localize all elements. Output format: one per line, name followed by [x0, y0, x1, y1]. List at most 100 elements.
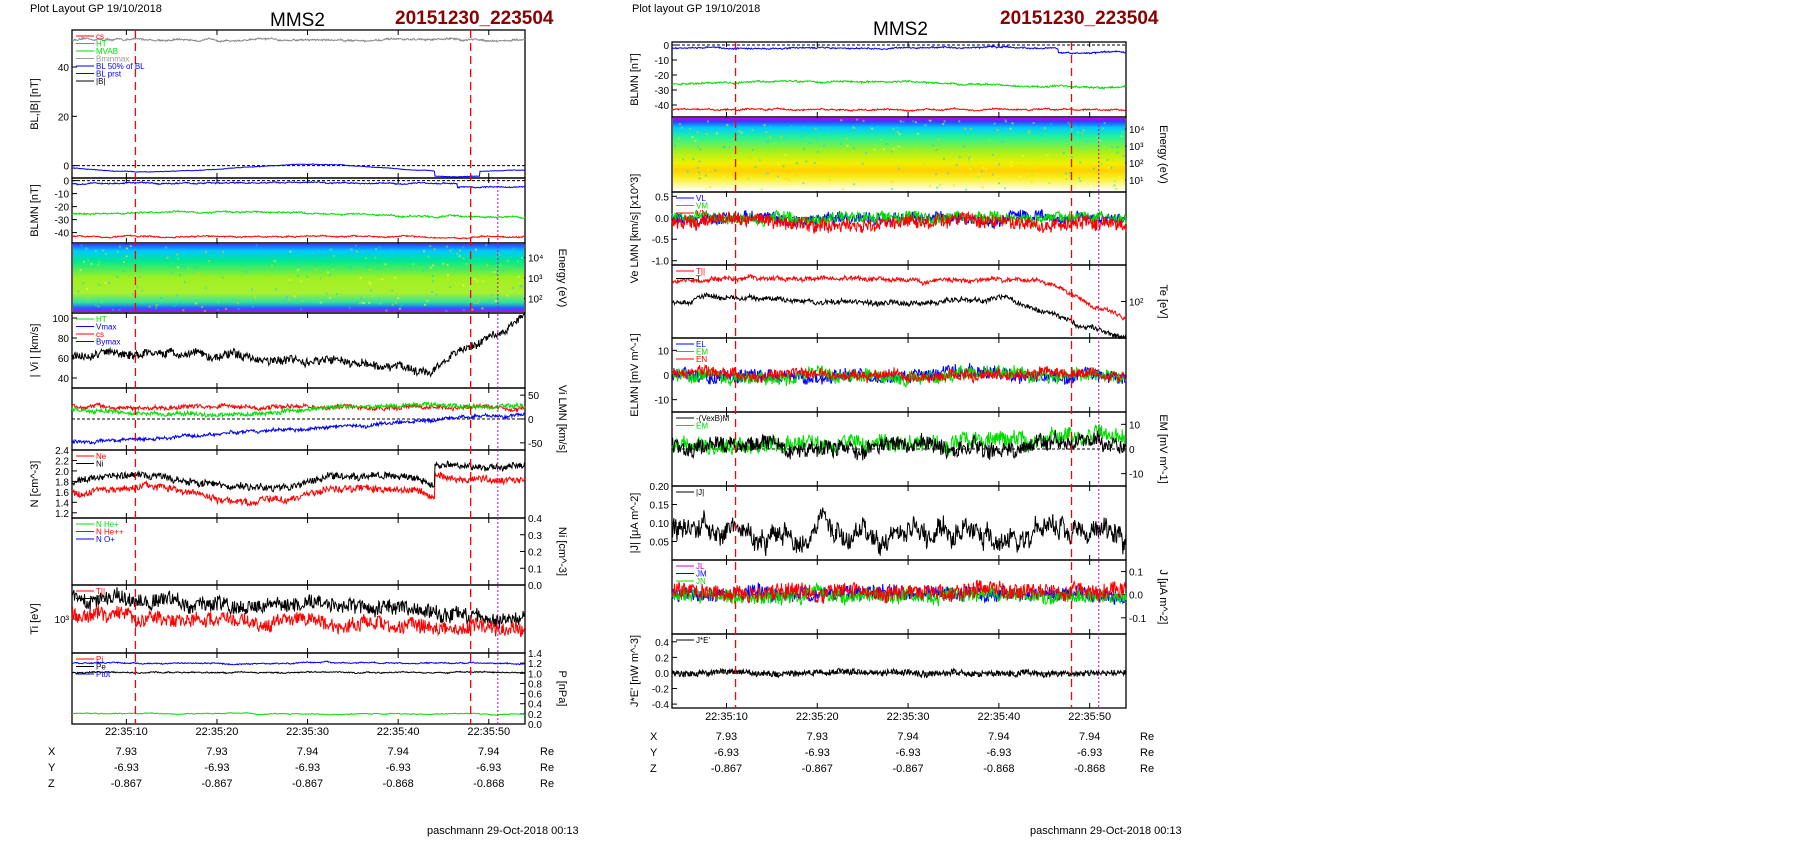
left-subplot-L9-ytick: 0.2 — [528, 710, 542, 721]
left-subplot-L4-ytick: 100 — [52, 314, 69, 325]
left-subplot-L6-ytick: 1.6 — [55, 488, 69, 499]
left-ephemeris-value: 7.94 — [387, 746, 408, 758]
left-subplot-L4-legend-entry: Vmax — [96, 323, 116, 332]
left-subplot-L8-ylabel: Ti [eV] — [29, 603, 41, 634]
left-subplot-L8-ytick: 10³ — [55, 615, 70, 626]
left-subplot-L9-ytick: 0.6 — [528, 690, 542, 701]
right-subplot-R9-ytick: -0.4 — [652, 700, 670, 711]
right-subplot-R8-series-JM — [671, 582, 1127, 607]
right-ephemeris-label: X — [650, 731, 658, 743]
left-footer-credit: paschmann 29-Oct-2018 00:13 — [427, 825, 579, 837]
right-subplot-R8-legend-entry: JN — [696, 577, 706, 586]
right-ephemeris-unit: Re — [1140, 747, 1154, 759]
right-subplot-R8-legend-entry: JL — [696, 562, 705, 571]
right-plot-layout-label: Plot layout GP 19/10/2018 — [632, 3, 761, 15]
left-subplot-L6-ytick: 2.4 — [55, 446, 69, 457]
left-subplot-L7-ytick: 0.0 — [528, 581, 542, 592]
right-subplot-R6-ytick: -10 — [1129, 470, 1144, 481]
right-spacecraft-title: MMS2 — [873, 19, 928, 40]
left-subplot-L4-ytick: 60 — [58, 354, 70, 365]
right-subplot-R3-legend-entry: VL — [696, 194, 706, 203]
right-subplot-R2-ytick: 10³ — [1129, 142, 1144, 153]
left-ephemeris-value: -0.868 — [473, 778, 504, 790]
right-subplot-R7-ytick: 0.10 — [650, 519, 670, 530]
right-subplot-R7-legend-entry: |J| — [696, 488, 704, 497]
left-subplot-L2-ylabel: BLMN [nT] — [29, 184, 41, 237]
right-subplot-R5-ytick: 0 — [663, 371, 669, 382]
left-subplot-L6-ytick: 1.8 — [55, 477, 69, 488]
left-subplot-L1-frame — [71, 29, 526, 179]
right-ephemeris-label: Y — [650, 747, 658, 759]
left-subplot-L3-ylabel: Energy (eV) — [556, 249, 568, 308]
right-footer-credit: paschmann 29-Oct-2018 00:13 — [1030, 825, 1182, 837]
left-subplot-L4-ytick: 80 — [58, 334, 70, 345]
left-subplot-L6-series-Ni — [71, 460, 526, 493]
right-subplot-R4-series-T — [671, 291, 1127, 340]
right-subplot-R1-frame — [671, 41, 1127, 118]
right-subplot-R8-series-JN — [671, 579, 1127, 604]
right-ephemeris-unit: Re — [1140, 763, 1154, 775]
left-ephemeris-value: -6.93 — [295, 762, 320, 774]
left-subplot-L3-ytick: 10⁴ — [528, 253, 543, 264]
left-subplot-L7-ytick: 0.1 — [528, 564, 542, 575]
right-subplot-R7-ylabel: |J| [μA m^-2] — [629, 493, 641, 554]
right-subplot-R1-ytick: -40 — [655, 101, 670, 112]
left-subplot-L1-ytick: 0 — [63, 162, 69, 173]
right-subplot-R9-ytick: 0.2 — [655, 653, 669, 664]
right-ephemeris-value: -6.93 — [1077, 747, 1102, 759]
right-ephemeris-value: -0.867 — [892, 763, 923, 775]
left-subplot-L9-series-Pe — [71, 711, 526, 716]
right-ephemeris-value: 7.94 — [988, 731, 1009, 743]
left-subplot-L8-series-Tpar — [71, 587, 526, 630]
right-subplot-R8-ylabel: J [μA m^-2] — [1157, 570, 1169, 625]
left-ephemeris-value: -6.93 — [386, 762, 411, 774]
left-ephemeris-value: -6.93 — [114, 762, 139, 774]
right-subplot-R8-ytick: 0.0 — [1129, 591, 1143, 602]
right-subplot-R1-ytick: -30 — [655, 86, 670, 97]
right-subplot-R5-ytick: -10 — [655, 396, 670, 407]
right-ephemeris-value: -0.867 — [802, 763, 833, 775]
left-subplot-L4-ytick: 40 — [58, 374, 70, 385]
right-subplot-R8-ytick: 0.1 — [1129, 568, 1143, 579]
left-subplot-L9-ytick: 1.4 — [528, 649, 542, 660]
right-ephemeris-value: -6.93 — [986, 747, 1011, 759]
left-subplot-L8-legend-entry: T|| — [96, 587, 105, 596]
right-subplot-R8-legend-entry: JM — [696, 570, 707, 579]
left-subplot-L6-series-Ne — [71, 471, 526, 507]
left-subplot-L2-frame — [71, 177, 526, 244]
left-subplot-L1-legend-entry: BL prst — [96, 70, 122, 79]
right-subplot-R9-frame — [671, 633, 1127, 709]
left-subplot-L6-ylabel: N [cm^-3] — [29, 461, 41, 508]
left-event-date-title: 20151230_223504 — [395, 8, 554, 29]
left-subplot-L9-ytick: 0.0 — [528, 720, 542, 731]
right-time-tick-label: 22:35:40 — [977, 711, 1020, 723]
left-subplot-L9-ytick: 1.0 — [528, 669, 542, 680]
left-ephemeris-value: 7.94 — [478, 746, 499, 758]
right-subplot-R4-series-Tpar — [671, 273, 1127, 321]
left-subplot-L5-ytick: 0 — [528, 415, 534, 426]
left-subplot-L9-ytick: 1.2 — [528, 659, 542, 670]
right-subplot-R4-frame — [671, 264, 1127, 339]
right-subplot-R1-ylabel: BLMN [nT] — [629, 53, 641, 106]
right-ephemeris-value: -6.93 — [805, 747, 830, 759]
left-ephemeris-value: 7.93 — [206, 746, 227, 758]
left-subplot-L1-legend-entry: MVAB — [96, 47, 118, 56]
right-subplot-R9-ytick: -0.2 — [652, 685, 670, 696]
left-subplot-L9-ytick: 0.8 — [528, 679, 542, 690]
left-subplot-L9-legend-entry: Pi — [96, 655, 103, 664]
left-subplot-L6-ytick: 1.2 — [55, 509, 69, 520]
left-subplot-L4-frame — [71, 312, 526, 389]
left-subplot-L2-ytick: -10 — [55, 190, 70, 201]
left-ephemeris-label: Z — [48, 778, 55, 790]
left-ephemeris-value: -6.93 — [204, 762, 229, 774]
left-subplot-L4-ylabel: | Vi | [km/s] — [29, 324, 41, 378]
left-subplot-L3-ytick: 10² — [528, 295, 543, 306]
left-subplot-L5-ytick: -50 — [528, 439, 543, 450]
right-subplot-R6-series-VexBM — [671, 429, 1127, 461]
right-ephemeris-value: 7.94 — [1079, 731, 1100, 743]
left-subplot-L2-series-BL — [71, 180, 526, 189]
right-subplot-R3-ytick: 0.5 — [655, 192, 669, 203]
left-subplot-L1-ytick: 20 — [58, 112, 70, 123]
right-subplot-R1-series-BL — [671, 44, 1127, 55]
left-subplot-L3-spectrogram — [73, 244, 524, 312]
